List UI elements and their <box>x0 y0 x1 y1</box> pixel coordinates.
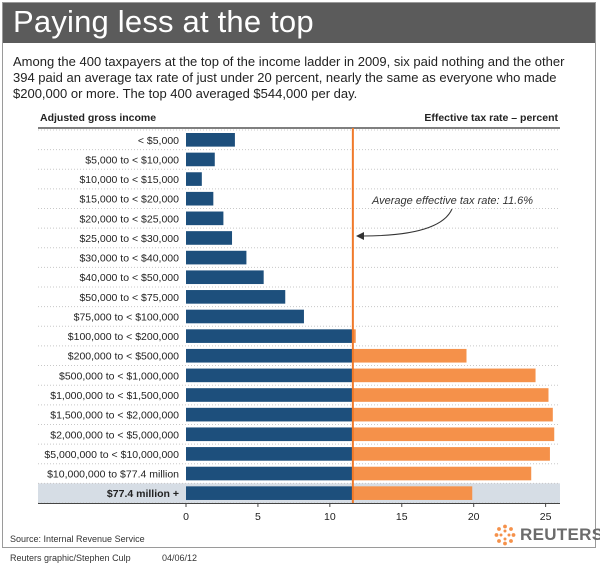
bar-segment-above-average <box>352 388 549 402</box>
bar-segment-above-average <box>352 407 553 422</box>
average-annotation: Average effective tax rate: 11.6% <box>371 195 533 207</box>
reuters-logo-text: REUTERS <box>520 525 600 544</box>
x-tick-label: 10 <box>324 511 336 523</box>
bar-segment-average <box>186 447 353 461</box>
publish-date: 04/06/12 <box>162 553 198 563</box>
category-label: $5,000 to < $10,000 <box>85 154 179 166</box>
category-label: < $5,000 <box>138 135 179 147</box>
category-label: $50,000 to < $75,000 <box>79 292 179 304</box>
intro-text: Among the 400 taxpayers at the top of th… <box>13 54 565 101</box>
bar-segment-above-average <box>352 427 555 442</box>
x-tick-label: 20 <box>468 511 480 523</box>
bar-segment-average <box>186 368 353 383</box>
category-label: $25,000 to < $30,000 <box>79 233 179 245</box>
bar <box>186 309 304 324</box>
bar <box>186 191 214 206</box>
bar-segment-average <box>186 388 353 402</box>
chart-title: Paying less at the top <box>13 4 314 39</box>
annotation-arrow-line <box>361 208 453 237</box>
x-tick-label: 0 <box>183 511 189 523</box>
category-label: $10,000 to < $15,000 <box>79 174 179 186</box>
bar-segment-average <box>186 427 353 442</box>
average-layer: Average effective tax rate: 11.6% <box>351 128 533 503</box>
category-label: $40,000 to < $50,000 <box>79 272 179 284</box>
bar <box>186 290 286 304</box>
bar-segment-average <box>186 407 353 422</box>
row-header-right: Effective tax rate – percent <box>424 112 558 124</box>
graphic-frame: Paying less at the top Among the 400 tax… <box>2 2 596 548</box>
bar-segment-average <box>186 486 353 500</box>
category-label: $200,000 to < $500,000 <box>68 351 179 363</box>
title-bar: Paying less at the top <box>3 3 595 43</box>
category-label: $100,000 to < $200,000 <box>68 331 179 343</box>
bar-segment-above-average <box>352 486 473 500</box>
x-tick-label: 5 <box>255 511 261 523</box>
labels-layer: Adjusted gross income Effective tax rate … <box>40 112 558 523</box>
bar <box>186 250 247 265</box>
graphic-credit: Reuters graphic/Stephen Culp <box>10 553 131 563</box>
bar <box>186 172 202 186</box>
bar-segment-average <box>186 466 353 481</box>
bar <box>186 211 224 226</box>
bar-segment-average <box>186 329 353 343</box>
bar-segment-above-average <box>352 368 536 383</box>
bar-segment-above-average <box>352 466 532 481</box>
row-header-left: Adjusted gross income <box>40 112 156 124</box>
bar-segment-average <box>186 348 353 363</box>
category-label: $1,500,000 to < $2,000,000 <box>50 410 179 422</box>
reuters-logo: REUTERS <box>494 524 600 546</box>
category-label: $1,000,000 to < $1,500,000 <box>50 390 179 402</box>
category-label: $2,000,000 to < $5,000,000 <box>50 429 179 441</box>
category-label: $500,000 to < $1,000,000 <box>59 370 179 382</box>
annotation-arrow-head <box>356 232 364 240</box>
category-label: $20,000 to < $25,000 <box>79 213 179 225</box>
bar <box>186 231 233 245</box>
category-label: $75,000 to < $100,000 <box>74 311 180 323</box>
category-label: $5,000,000 to < $10,000,000 <box>44 449 179 461</box>
bar <box>186 152 215 167</box>
bar-segment-above-average <box>352 447 550 461</box>
x-tick-label: 25 <box>540 511 552 523</box>
bar <box>186 270 264 285</box>
bar <box>186 133 235 147</box>
category-label: $15,000 to < $20,000 <box>79 194 179 206</box>
bars-layer <box>186 133 555 500</box>
category-label: $30,000 to < $40,000 <box>79 253 179 265</box>
source-note: Source: Internal Revenue Service <box>10 534 145 544</box>
x-tick-label: 15 <box>396 511 408 523</box>
category-label: $10,000,000 to $77.4 million <box>47 469 179 481</box>
bar-segment-above-average <box>352 329 356 343</box>
category-label: $77.4 million + <box>107 488 179 500</box>
bar-segment-above-average <box>352 348 467 363</box>
reuters-dots-icon <box>494 524 516 546</box>
